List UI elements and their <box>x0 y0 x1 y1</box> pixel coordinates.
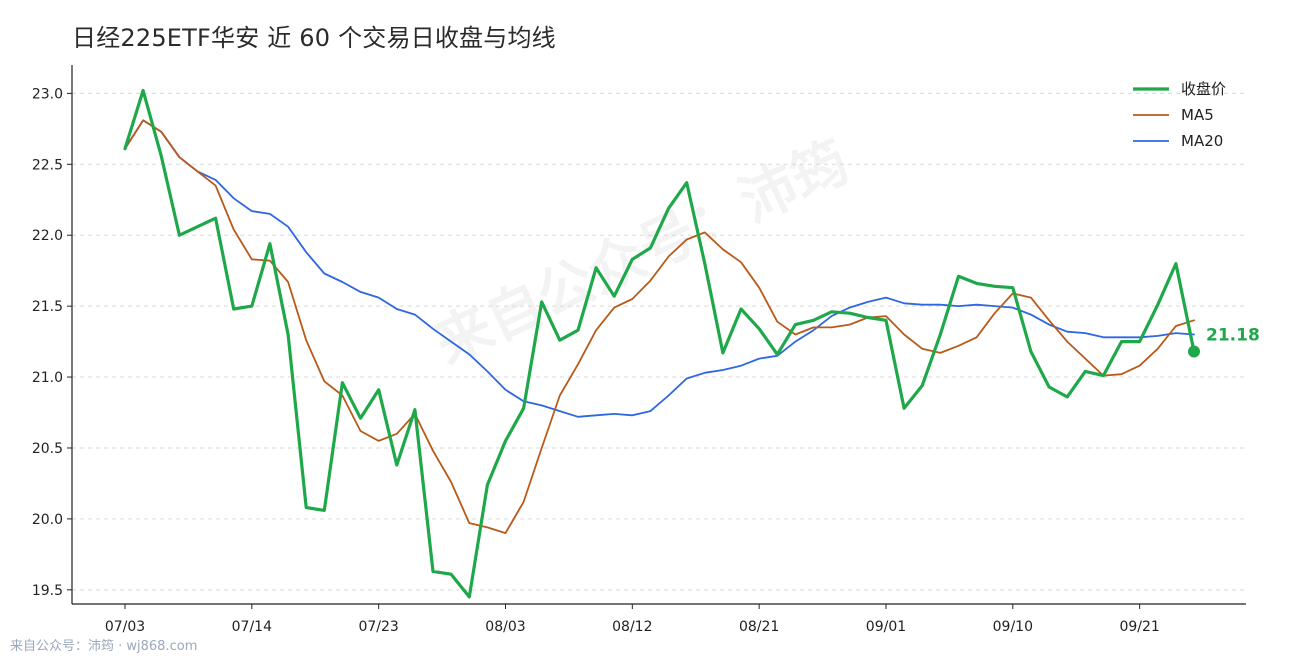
last-point-marker <box>1188 345 1200 358</box>
last-value-label: 21.18 <box>1206 326 1260 346</box>
y-tick-label: 21.5 <box>32 299 63 315</box>
legend: 收盘价 MA5 MA20 <box>1133 80 1226 150</box>
y-tick-label: 22.0 <box>32 228 63 244</box>
y-tick-label: 20.5 <box>32 441 63 457</box>
chart-title: 日经225ETF华安 近 60 个交易日收盘与均线 <box>72 24 556 52</box>
x-tick-label: 09/01 <box>866 619 906 635</box>
x-tick-label: 08/21 <box>739 619 779 635</box>
y-tick-label: 22.5 <box>32 157 63 173</box>
y-tick-label: 19.5 <box>32 583 63 599</box>
series-line-ma20 <box>124 119 1195 418</box>
x-tick-label: 09/10 <box>993 619 1033 635</box>
y-tick-label: 23.0 <box>32 86 63 102</box>
annotations: 21.18 <box>1188 326 1260 358</box>
series-line-close <box>123 88 1196 599</box>
legend-label: MA5 <box>1181 106 1214 124</box>
x-tick-label: 07/03 <box>105 619 145 635</box>
x-tick-label: 07/23 <box>358 619 398 635</box>
footer-credit: 来自公众号：沛筠 · wj868.com <box>10 639 198 654</box>
x-tick-label: 08/12 <box>612 619 652 635</box>
y-tick-label: 21.0 <box>32 370 63 386</box>
y-tick-label: 20.0 <box>32 512 63 528</box>
axes: 19.5 20.0 20.5 21.0 21.5 22.0 22.5 23.0 07/03 07/… <box>32 65 1246 635</box>
x-tick-label: 08/03 <box>485 619 525 635</box>
x-tick-label: 09/21 <box>1119 619 1159 635</box>
grid-lines <box>72 92 1246 591</box>
legend-label: MA20 <box>1181 132 1223 150</box>
x-tick-label: 07/14 <box>232 619 272 635</box>
series-lines <box>123 88 1196 599</box>
legend-label: 收盘价 <box>1181 80 1226 98</box>
